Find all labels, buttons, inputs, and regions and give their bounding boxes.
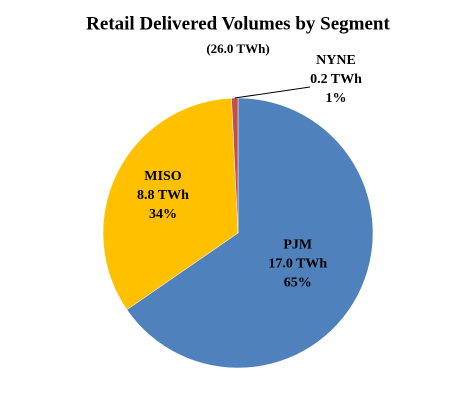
leader-line (234, 86, 311, 99)
data-label: MISO (144, 169, 181, 184)
chart-subtitle: (26.0 TWh) (206, 41, 269, 56)
data-label: 34% (149, 207, 177, 222)
pie-slice (102, 97, 239, 311)
data-label: 0.2 TWh (310, 72, 362, 87)
pie-slice (126, 97, 374, 369)
data-label: 8.8 TWh (137, 188, 189, 203)
chart-title: Retail Delivered Volumes by Segment (86, 13, 390, 34)
data-label: 1% (326, 91, 347, 106)
data-label: 17.0 TWh (268, 257, 327, 272)
data-label: NYNE (316, 53, 356, 68)
data-label: 65% (284, 276, 312, 291)
data-label: PJM (283, 238, 312, 253)
